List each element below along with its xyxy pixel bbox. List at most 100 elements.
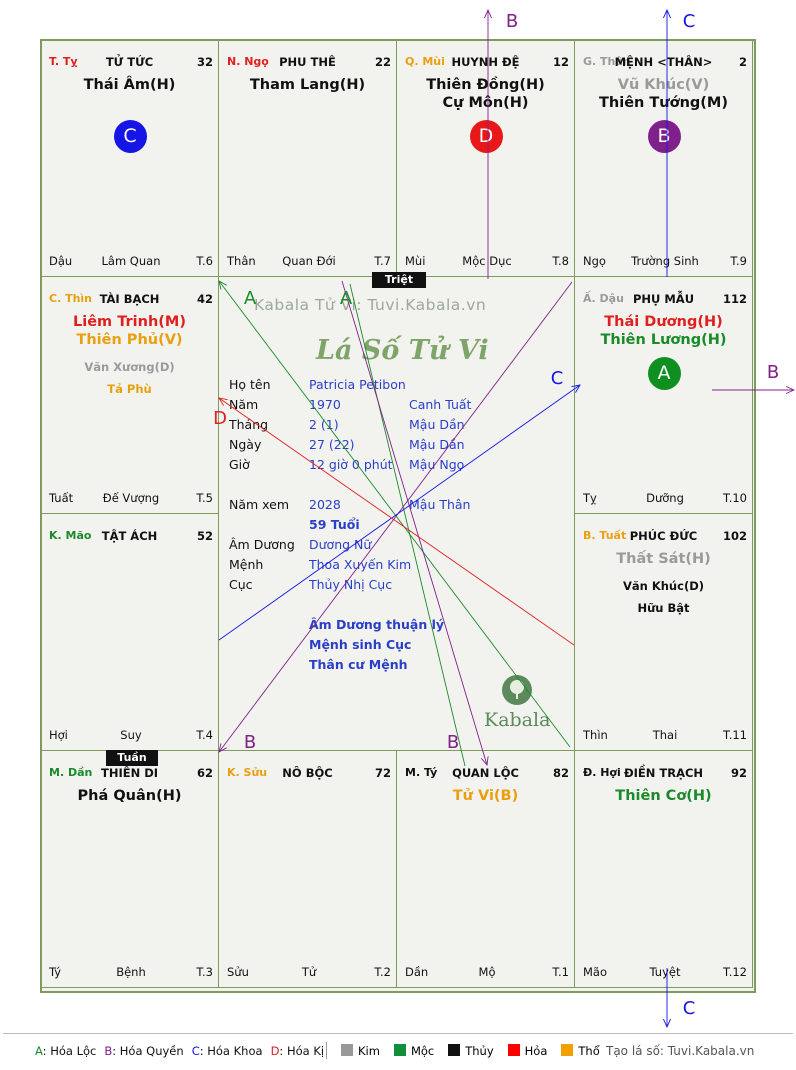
palace-cycle: Dưỡng xyxy=(646,491,684,505)
info-row: Năm 1970 Canh Tuất xyxy=(229,397,559,415)
info-row: Mệnh Thoa Xuyến Kim xyxy=(229,557,559,575)
center-info-panel: Kabala Tử Vi: Tuvi.Kabala.vn Lá Số Tử Vi… xyxy=(219,279,574,753)
star-list: Thiên Cơ(H) xyxy=(575,787,752,805)
hoa-circle-icon: B xyxy=(647,120,681,153)
palace-number: 112 xyxy=(722,292,747,306)
info-v1: 59 Tuổi xyxy=(309,517,360,532)
info-v2: Mậu Ngọ xyxy=(409,457,465,472)
major-star: Thất Sát(H) xyxy=(616,551,711,567)
info-label: Ngày xyxy=(229,437,262,452)
legend-hoa-text: : Hóa Kị xyxy=(279,1044,325,1058)
palace-branch: Sửu xyxy=(227,965,249,979)
info-label: Họ tên xyxy=(229,377,271,392)
palace-name: THIÊN DI xyxy=(100,766,159,780)
palace-footer: Thân Quan Đới T.7 xyxy=(227,254,391,268)
legend-hoa-item: A: Hóa Lộc xyxy=(35,1044,96,1058)
triet-badge: Triệt xyxy=(372,272,426,288)
palace-footer: Sửu Tử T.2 xyxy=(227,965,391,979)
palace-footer: Tuất Đế Vượng T.5 xyxy=(49,491,213,505)
info-v1: 2028 xyxy=(309,497,341,512)
palace-cycle: Mộ xyxy=(478,965,496,979)
legend-hoa-text: : Hóa Khoa xyxy=(199,1044,263,1058)
palace-cycle: Tử xyxy=(301,965,317,979)
star-list: Tử Vi(B) xyxy=(397,787,574,805)
minor-star: Văn Khúc(D) xyxy=(622,579,704,593)
star-list: Liêm Trinh(M) Thiên Phủ(V) Văn Xương(D) Tả … xyxy=(41,313,218,397)
palace-name: QUAN LỘC xyxy=(452,766,519,780)
palace-branch: Mão xyxy=(583,965,608,979)
palace-tuat: B. Tuất PHÚC ĐỨC 102 Thất Sát(H) Văn Khúc(D)… xyxy=(574,513,753,751)
major-star: Phá Quân(H) xyxy=(77,788,182,804)
palace-name: MỆNH <THÂN> xyxy=(614,55,713,69)
info-row: Giờ 12 giờ 0 phút Mậu Ngọ xyxy=(229,457,559,475)
info-row: Họ tên Patricia Petibon xyxy=(229,377,559,395)
minor-star: Hữu Bật xyxy=(637,601,690,615)
element-swatch-icon xyxy=(507,1044,520,1056)
palace-dan: M. Dần THIÊN DI 62 Phá Quân(H) Tý Bệnh T.3 xyxy=(40,750,219,988)
legend-element-text: Hỏa xyxy=(524,1044,548,1058)
palace-branch: Tỵ xyxy=(583,491,597,505)
star-list: Tham Lang(H) xyxy=(219,76,396,94)
info-row: Âm Dương thuận lý xyxy=(229,617,559,635)
palace-name: PHU THÊ xyxy=(279,55,336,69)
palace-code: K. Sửu xyxy=(227,766,268,779)
palace-cycle: Trường Sinh xyxy=(631,254,699,268)
legend-element-text: Thổ xyxy=(578,1044,600,1058)
palace-number: 42 xyxy=(196,292,213,306)
palace-branch: Mùi xyxy=(405,254,426,268)
palace-footer: Tỵ Dưỡng T.10 xyxy=(583,491,747,505)
palace-age: T.8 xyxy=(552,254,569,268)
info-label: Năm xem xyxy=(229,497,290,512)
info-v1: Mệnh sinh Cục xyxy=(309,637,412,652)
palace-cycle: Bệnh xyxy=(116,965,146,979)
info-label: Mệnh xyxy=(229,557,264,572)
info-label: Giờ xyxy=(229,457,250,472)
palace-code: M. Tý xyxy=(405,766,438,779)
arrow-label-b: B xyxy=(767,362,779,383)
legend-hoa-text: : Hóa Lộc xyxy=(42,1044,97,1058)
palace-number: 2 xyxy=(738,55,747,69)
palace-age: T.5 xyxy=(196,491,213,505)
palace-number: 82 xyxy=(552,766,569,780)
palace-cycle: Quan Đới xyxy=(282,254,336,268)
element-swatch-icon xyxy=(393,1044,406,1056)
palace-cycle: Lâm Quan xyxy=(101,254,161,268)
palace-code: N. Ngọ xyxy=(227,55,269,68)
star-list: Vũ Khúc(V) Thiên Tướng(M) xyxy=(575,76,752,112)
palace-name: PHỤ MẪU xyxy=(632,292,695,306)
palace-branch: Tuất xyxy=(49,491,74,505)
info-v2: Mậu Dần xyxy=(409,437,465,452)
info-row: Ngày 27 (22) Mậu Dần xyxy=(229,437,559,455)
palace-code: Đ. Hợi xyxy=(583,766,621,779)
palace-code: Ấ. Dậu xyxy=(583,292,624,305)
palace-code: M. Dần xyxy=(49,766,93,779)
info-v1: 1970 xyxy=(309,397,341,412)
palace-name: NÔ BỘC xyxy=(282,766,333,780)
star-list: Thất Sát(H) Văn Khúc(D) Hữu Bật xyxy=(575,550,752,616)
major-star: Thái Dương(H) xyxy=(604,314,723,330)
palace-cycle: Tuyệt xyxy=(649,965,681,979)
info-label: Năm xyxy=(229,397,259,412)
palace-age: T.2 xyxy=(374,965,391,979)
info-v1: Patricia Petibon xyxy=(309,377,406,392)
palace-hoi: Đ. Hợi ĐIỀN TRẠCH 92 Thiên Cơ(H) Mão Tuyệt T.1… xyxy=(574,750,753,988)
palace-branch: Thìn xyxy=(583,728,608,742)
palace-age: T.9 xyxy=(730,254,747,268)
palace-cycle: Mộc Dục xyxy=(462,254,512,268)
element-swatch-icon xyxy=(561,1044,574,1056)
minor-star: Tả Phù xyxy=(107,382,152,396)
palace-code: C. Thìn xyxy=(49,292,93,305)
palace-age: T.7 xyxy=(374,254,391,268)
palace-name: HUYNH ĐỆ xyxy=(451,55,520,69)
legend-hoa-item: D: Hóa Kị xyxy=(271,1044,325,1058)
palace-name: TẬT ÁCH xyxy=(101,529,158,543)
info-row: Mệnh sinh Cục xyxy=(229,637,559,655)
palace-footer: Dần Mộ T.1 xyxy=(405,965,569,979)
palace-number: 62 xyxy=(196,766,213,780)
legend-hoa-text: : Hóa Quyền xyxy=(112,1044,184,1058)
info-row: Tháng 2 (1) Mậu Dần xyxy=(229,417,559,435)
major-star: Thiên Lương(H) xyxy=(600,332,727,348)
info-v1: 2 (1) xyxy=(309,417,339,432)
info-row: Cục Thủy Nhị Cục xyxy=(229,577,559,595)
palace-footer: Hợi Suy T.4 xyxy=(49,728,213,742)
